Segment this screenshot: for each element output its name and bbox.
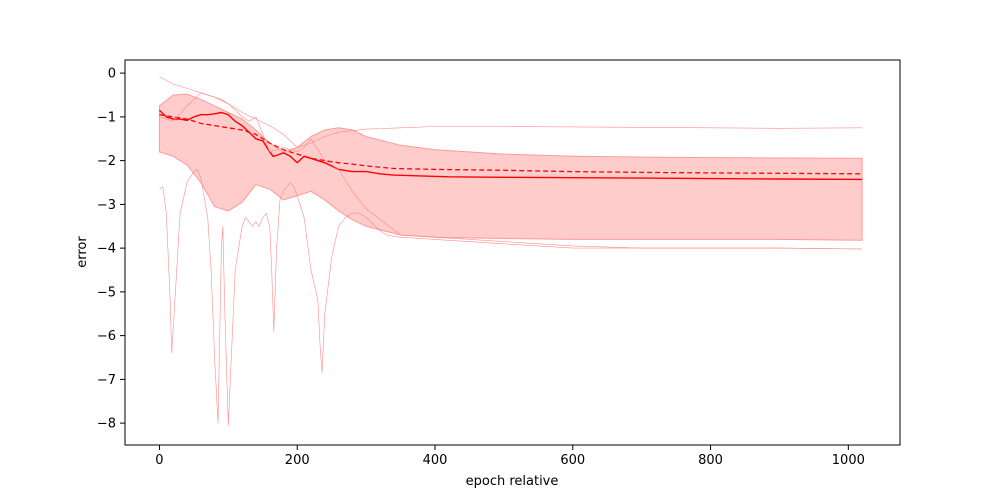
dashed-line xyxy=(159,114,863,175)
y-tick-label: −1 xyxy=(97,110,116,125)
x-tick-label: 600 xyxy=(560,453,585,468)
axes-frame xyxy=(124,59,901,446)
x-axis: 0 200 400 600 800 1000 xyxy=(155,445,865,468)
y-axis: 0 −1 −2 −3 −4 −5 −6 −7 −8 xyxy=(97,67,125,432)
plot-area xyxy=(125,60,900,445)
series-layer xyxy=(158,76,863,426)
y-tick-label: −4 xyxy=(97,242,116,257)
x-tick-label: 400 xyxy=(423,453,448,468)
y-axis-label: error xyxy=(75,236,90,268)
solid-line xyxy=(158,109,863,181)
y-tick-label: −8 xyxy=(97,417,116,432)
y-tick-label: −6 xyxy=(97,329,116,344)
x-tick-label: 800 xyxy=(698,453,723,468)
envelope-line-4 xyxy=(159,169,863,426)
y-tick-label: −7 xyxy=(97,373,116,388)
x-axis-label: epoch relative xyxy=(466,474,559,489)
y-tick-label: 0 xyxy=(108,67,116,82)
x-tick-label: 200 xyxy=(285,453,310,468)
x-tick-label: 0 xyxy=(155,453,163,468)
y-tick-label: −2 xyxy=(97,154,116,169)
y-tick-label: −5 xyxy=(97,285,116,300)
envelope-line-3 xyxy=(159,92,863,250)
y-tick-label: −3 xyxy=(97,198,116,213)
x-tick-label: 1000 xyxy=(832,453,865,468)
